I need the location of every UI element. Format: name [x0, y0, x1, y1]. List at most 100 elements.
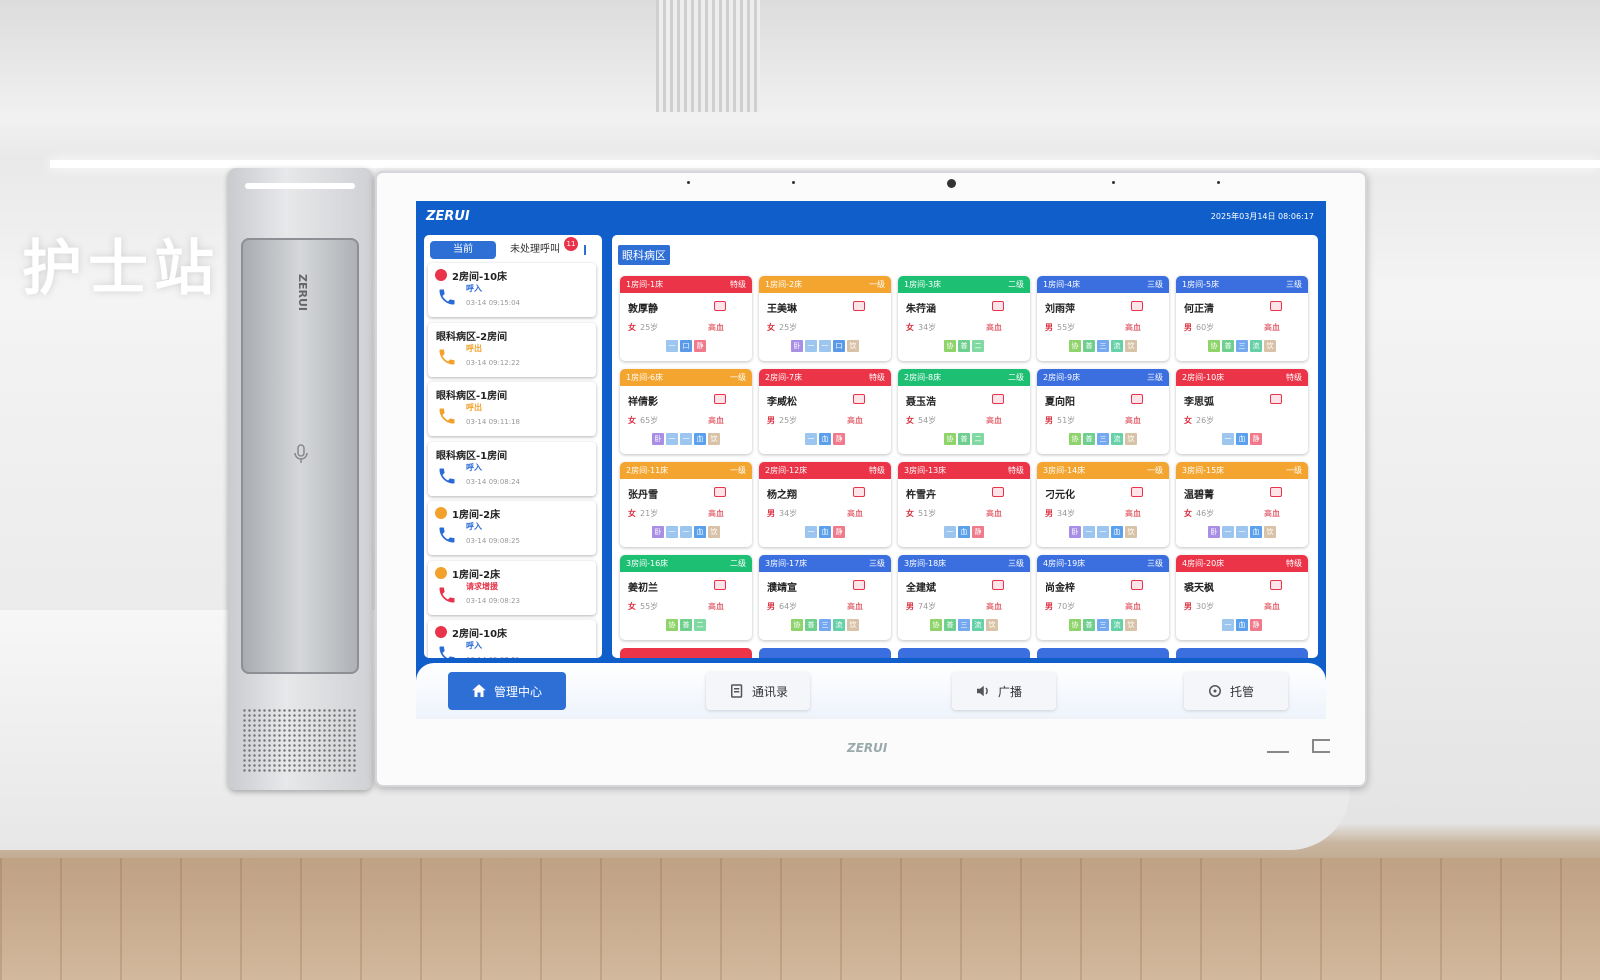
bed-card[interactable]: 3房间-13床 特级 杵雪卉女 51岁 高血一血静: [898, 462, 1030, 547]
patient-age: 25岁: [779, 323, 798, 332]
indicator-strip: [245, 183, 355, 189]
call-item[interactable]: 眼科病区-1房间 呼入 03-14 09:08:24: [428, 441, 596, 496]
call-icon: [437, 466, 457, 486]
care-tag: 一: [819, 340, 831, 352]
tab-current[interactable]: 当前: [430, 241, 496, 259]
bed-header: 4房间-19床 三级: [1037, 555, 1169, 572]
screen-logo: ZERUI: [426, 209, 470, 224]
bed-card[interactable]: 3房间-15床 一级 温碧菁女 46岁 高血卧一一血饮: [1176, 462, 1308, 547]
call-type: 呼入: [466, 462, 482, 472]
care-tag: 普: [944, 619, 956, 631]
bed-level: 特级: [1008, 466, 1024, 475]
call-type: 呼入: [466, 641, 482, 650]
nav-button[interactable]: 托管: [1184, 672, 1288, 710]
bed-level: 特级: [1286, 373, 1302, 382]
care-tag: 流: [1111, 340, 1123, 352]
monitor-icon: [714, 487, 726, 497]
bed-card[interactable]: 1房间-1床 特级 敦厚静女 25岁 高血一口静: [620, 276, 752, 361]
call-dot: [435, 507, 447, 519]
call-dot: [435, 269, 447, 281]
call-item[interactable]: 2房间-10床 呼入 03-14 09:15:04: [428, 263, 596, 317]
patient-name: 朱荇涵: [906, 304, 936, 315]
bed-card[interactable]: 1房间-3床 二级 朱荇涵女 34岁 高血协普二: [898, 276, 1030, 361]
bezel-button: [1267, 743, 1289, 753]
bed-card[interactable]: 3房间-16床 二级 姜初兰女 55岁 高血协普二: [620, 555, 752, 640]
care-tag: 血: [1236, 619, 1248, 631]
bed-card[interactable]: 2房间-9床 三级 夏向阳男 51岁 高血协普三流饮: [1037, 369, 1169, 454]
bed-label: 1房间-6床: [626, 373, 664, 382]
bed-card[interactable]: 4房间-20床 特级 裘天枫男 30岁 高血一血静: [1176, 555, 1308, 640]
care-tag: 三: [1097, 433, 1109, 445]
care-tag: 静: [972, 526, 984, 538]
nav-button[interactable]: 广播: [952, 672, 1056, 710]
care-tag: 血: [1111, 526, 1123, 538]
care-tag: 协: [791, 619, 803, 631]
care-tag: 二: [972, 340, 984, 352]
bed-header: 4房间-20床 特级: [1176, 555, 1308, 572]
call-item[interactable]: 1房间-2床 请求增援 03-14 09:08:23: [428, 560, 596, 615]
care-tag: 协: [1069, 433, 1081, 445]
bed-header: 3房间-17床 三级: [759, 555, 891, 572]
care-tag: 流: [1111, 433, 1123, 445]
care-tag: 卧: [1069, 526, 1081, 538]
care-tag: 卧: [652, 526, 664, 538]
call-dot: [435, 626, 447, 638]
care-tag: 普: [1083, 619, 1095, 631]
bed-card-peek: [898, 648, 1030, 658]
bed-card[interactable]: 2房间-10床 特级 李思弧女 26岁一血静: [1176, 369, 1308, 454]
patient-age: 51岁: [918, 509, 937, 518]
patient-name: 姜初兰: [628, 583, 658, 594]
monitor-icon: [1270, 394, 1282, 404]
patient-gender: 女: [906, 323, 914, 332]
bed-card[interactable]: 4房间-19床 三级 尚金梓男 70岁 高血协普三流饮: [1037, 555, 1169, 640]
collapse-toggle[interactable]: [584, 245, 592, 255]
bed-card[interactable]: 2房间-12床 特级 杨之翔男 34岁 高血一血静: [759, 462, 891, 547]
bed-header: 2房间-12床 特级: [759, 462, 891, 479]
patient-age: 51岁: [1057, 416, 1076, 425]
nav-icon: [974, 682, 992, 700]
care-tag: 三: [1236, 340, 1248, 352]
care-tag: 静: [1250, 619, 1262, 631]
bed-card[interactable]: 1房间-5床 三级 何正清男 60岁 高血协普三流饮: [1176, 276, 1308, 361]
bed-card[interactable]: 3房间-17床 三级 濮靖宣男 64岁 高血协普三流饮: [759, 555, 891, 640]
care-tag: 协: [930, 619, 942, 631]
call-panel: 当前 未处理呼叫 11 2房间-10床 呼入 03-14 09:15:04 眼科病区-2房间…: [424, 235, 602, 658]
call-icon-glyph: [439, 349, 455, 364]
patient-gender: 男: [1045, 509, 1053, 518]
bed-header: 2房间-10床 特级: [1176, 369, 1308, 386]
bed-card[interactable]: 3房间-18床 三级 全建斌男 74岁 高血协普三流饮: [898, 555, 1030, 640]
bed-level: 三级: [1147, 280, 1163, 289]
nav-button[interactable]: 通讯录: [706, 672, 810, 710]
bed-card[interactable]: 1房间-2床 一级 王美琳女 25岁卧一一口饮: [759, 276, 891, 361]
nav-button[interactable]: 管理中心: [448, 672, 566, 710]
bed-card[interactable]: 2房间-11床 一级 张丹雪女 21岁 高血卧一一血饮: [620, 462, 752, 547]
care-tag: 饮: [847, 340, 859, 352]
call-item[interactable]: 眼科病区-1房间 呼出 03-14 09:11:18: [428, 382, 596, 436]
call-item[interactable]: 眼科病区-2房间 呼出 03-14 09:12:22: [428, 322, 596, 377]
care-tag: 协: [1069, 619, 1081, 631]
nav-icon-glyph: [977, 685, 988, 697]
care-tag: 协: [944, 340, 956, 352]
bed-card[interactable]: 1房间-6床 一级 祥倩影女 65岁 高血卧一一血饮: [620, 369, 752, 454]
floor: [0, 858, 1600, 980]
care-tag: 一: [1083, 526, 1095, 538]
care-tag: 一: [680, 526, 692, 538]
wall-sign: 护士站: [22, 234, 220, 304]
bed-label: 2房间-8床: [904, 373, 942, 382]
screen: ZERUI 2025年03月14日 08:06:17 当前 未处理呼叫 11 2房间-10…: [416, 201, 1326, 719]
call-item[interactable]: 1房间-2床 呼入 03-14 09:08:25: [428, 501, 596, 555]
bed-label: 4房间-19床: [1043, 559, 1086, 568]
bed-card[interactable]: 2房间-8床 二级 聂玉浩女 54岁 高血协普二: [898, 369, 1030, 454]
diagnosis: 高血: [847, 602, 863, 611]
tab-pending[interactable]: 未处理呼叫: [510, 244, 560, 255]
bed-card[interactable]: 1房间-4床 三级 刘雨萍男 55岁 高血协普三流饮: [1037, 276, 1169, 361]
bed-card[interactable]: 3房间-14床 一级 刁元化男 34岁 高血卧一一血饮: [1037, 462, 1169, 547]
bed-card[interactable]: 2房间-7床 特级 李威松男 25岁 高血一血静: [759, 369, 891, 454]
mic-icon-glyph: [294, 444, 308, 463]
patient-gender: 男: [1045, 323, 1053, 332]
patient-name: 李威松: [767, 397, 797, 408]
ward-title: 眼科病区: [618, 245, 670, 265]
care-tag: 三: [1097, 340, 1109, 352]
bed-label: 3房间-14床: [1043, 466, 1086, 475]
